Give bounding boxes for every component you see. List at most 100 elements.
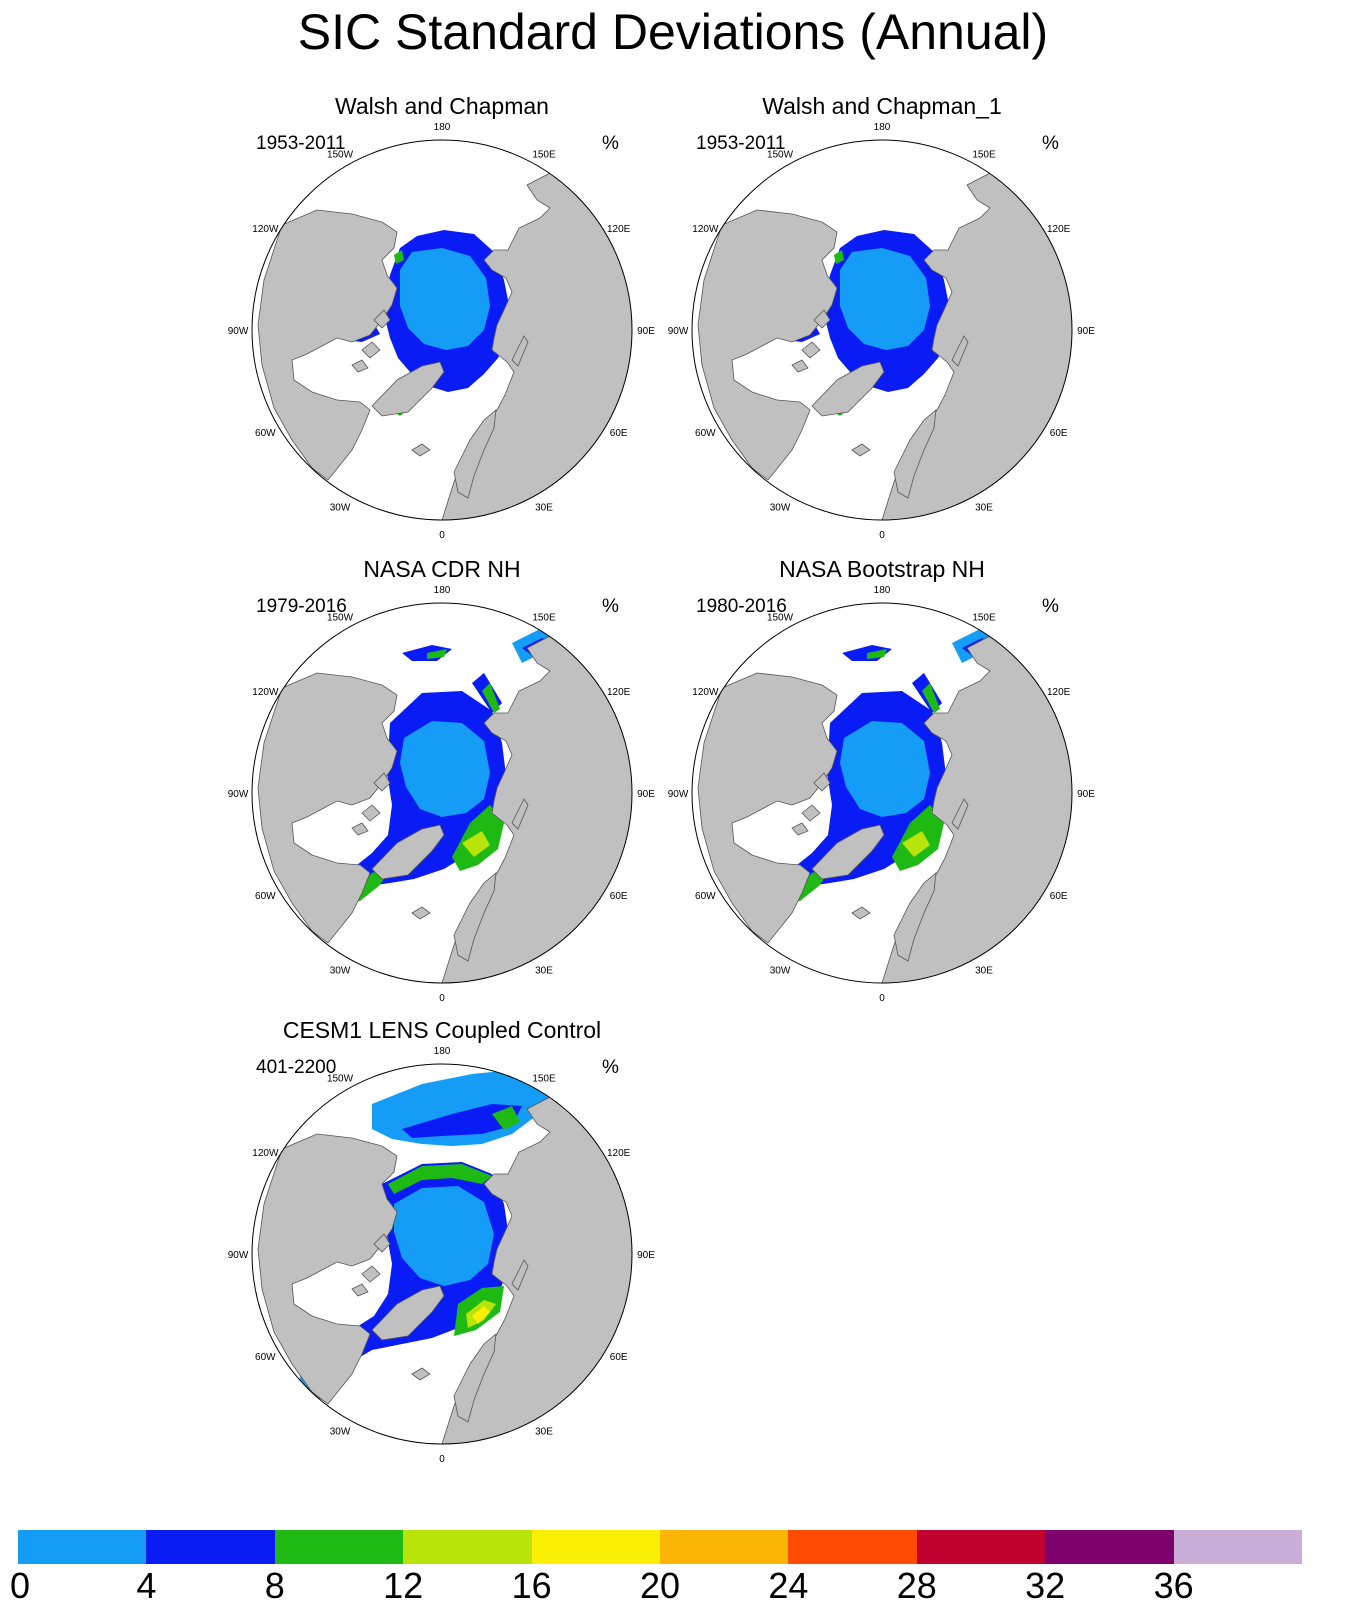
- landmass: [411, 1367, 431, 1381]
- longitude-label: 150E: [532, 149, 556, 160]
- panel-unit: %: [602, 1057, 619, 1078]
- landmass: [951, 335, 969, 367]
- colorbar-segment: [146, 1530, 276, 1564]
- landmass: [351, 1283, 369, 1297]
- sic-field: [462, 831, 490, 857]
- panel-period: 1980-2016: [696, 596, 787, 617]
- sic-field: [922, 683, 940, 713]
- sic-field: [427, 649, 447, 659]
- landmass: [813, 309, 831, 329]
- panel-period: 401-2200: [256, 1057, 337, 1078]
- longitude-label: 150W: [767, 612, 794, 623]
- sic-field: [402, 1104, 522, 1138]
- polar-map: 180 150E 120E 90E 60E 30E 0 30W 60W 90W 120W 150W: [228, 585, 656, 1004]
- landmass: [373, 772, 391, 792]
- longitude-label: 120W: [252, 1148, 279, 1159]
- longitude-label: 60W: [255, 428, 276, 439]
- panel-title: Walsh and Chapman: [335, 93, 549, 119]
- landmass: [697, 209, 838, 481]
- longitude-label: 60E: [610, 428, 628, 439]
- longitude-label: 90W: [668, 789, 689, 800]
- longitude-label: 150W: [327, 149, 354, 160]
- landmass: [257, 209, 398, 481]
- longitude-label: 90E: [637, 789, 655, 800]
- longitude-label: 30E: [535, 966, 553, 977]
- map-boundary: [691, 139, 1073, 521]
- colorbar: [18, 1530, 1342, 1564]
- sic-field: [394, 1186, 494, 1286]
- map-boundary: [251, 1063, 633, 1445]
- longitude-label: 150W: [767, 149, 794, 160]
- panel-period: 1953-2011: [256, 133, 346, 154]
- longitude-label: 90E: [1077, 789, 1095, 800]
- sic-field: [394, 250, 404, 264]
- landmass: [373, 309, 391, 329]
- polar-map: 180 150E 120E 90E 60E 30E 0 30W 60W 90W 120W 150W: [668, 585, 1096, 1004]
- longitude-label: 60E: [1050, 891, 1068, 902]
- colorbar-tick-label: 16: [511, 1565, 552, 1606]
- longitude-label: 0: [439, 530, 445, 541]
- panel-unit: %: [1042, 133, 1059, 154]
- landmass: [811, 361, 885, 417]
- sic-field: [472, 1306, 490, 1324]
- longitude-label: 30W: [770, 503, 791, 514]
- landmass: [951, 798, 969, 830]
- panel-unit: %: [1042, 596, 1059, 617]
- longitude-label: 180: [434, 1046, 451, 1057]
- longitude-label: 150E: [532, 1073, 556, 1084]
- longitude-label: 180: [434, 122, 451, 133]
- landmass: [511, 798, 529, 830]
- sic-field: [492, 1106, 520, 1130]
- polar-map: 180 150E 120E 90E 60E 30E 0 30W 60W 90W 120W 150W: [668, 122, 1096, 541]
- colorbar-segment: [916, 1530, 1046, 1564]
- panel-title: Walsh and Chapman_1: [762, 93, 1002, 119]
- landmass: [361, 341, 381, 359]
- map-panel-cesm1-lens: CESM1 LENS Coupled Control 401-2200% 180 15…: [222, 1016, 662, 1486]
- landmass: [257, 1133, 398, 1405]
- longitude-label: 30E: [975, 503, 993, 514]
- longitude-label: 30W: [330, 503, 351, 514]
- landmass: [893, 872, 937, 962]
- colorbar-tick-label: 20: [639, 1565, 681, 1606]
- colorbar-segment: [1045, 1530, 1175, 1564]
- landmass: [453, 1333, 497, 1423]
- colorbar-tick-label: 4: [136, 1565, 157, 1606]
- longitude-label: 150E: [972, 149, 996, 160]
- landmass: [371, 1285, 445, 1341]
- longitude-label: 120W: [692, 687, 719, 698]
- map-panel-nasa-bootstrap: NASA Bootstrap NH 1980-2016% 180 150E 120E 90…: [662, 555, 1102, 1025]
- landmass: [801, 341, 821, 359]
- longitude-label: 60E: [610, 891, 628, 902]
- landmass: [811, 824, 885, 880]
- longitude-label: 180: [874, 585, 891, 596]
- longitude-label: 120W: [252, 224, 279, 235]
- landmass: [893, 409, 937, 499]
- longitude-label: 120E: [607, 1148, 631, 1159]
- figure-title: SIC Standard Deviations (Annual): [297, 4, 1049, 60]
- longitude-label: 120E: [607, 687, 631, 698]
- sic-field: [840, 721, 930, 817]
- longitude-label: 150W: [327, 1073, 354, 1084]
- longitude-label: 30E: [975, 966, 993, 977]
- colorbar-tick-label: 36: [1153, 1565, 1194, 1606]
- polar-map: 180 150E 120E 90E 60E 30E 0 30W 60W 90W 120W 150W: [228, 122, 656, 541]
- landmass: [351, 822, 369, 836]
- landmass: [371, 824, 445, 880]
- longitude-label: 150W: [327, 612, 354, 623]
- longitude-label: 120E: [1047, 224, 1071, 235]
- colorbar-segment: [531, 1530, 661, 1564]
- sic-field: [867, 649, 887, 659]
- colorbar-tick-label: 32: [1025, 1565, 1066, 1606]
- longitude-label: 30E: [535, 1427, 553, 1438]
- polar-map: 180 150E 120E 90E 60E 30E 0 30W 60W 90W 120W 150W: [228, 1046, 656, 1465]
- panel-unit: %: [602, 133, 619, 154]
- landmass: [411, 906, 431, 920]
- landmass: [511, 335, 529, 367]
- map-panel-walsh-chapman-1: Walsh and Chapman_1 1953-2011% 180 150E 120E…: [662, 92, 1102, 562]
- landmass: [791, 359, 809, 373]
- longitude-label: 60E: [610, 1352, 628, 1363]
- longitude-label: 0: [439, 993, 445, 1004]
- landmass: [453, 409, 497, 499]
- longitude-label: 90W: [668, 326, 689, 337]
- landmass: [257, 672, 398, 944]
